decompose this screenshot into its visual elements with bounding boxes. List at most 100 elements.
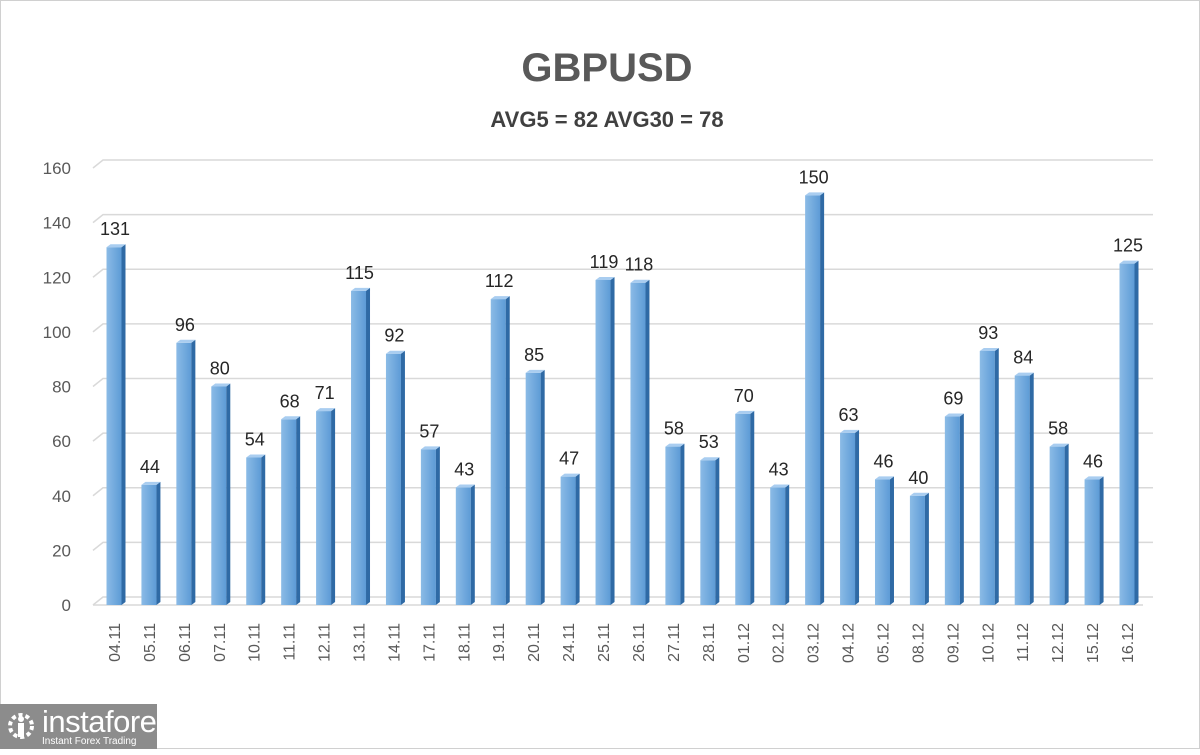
bar-top: [979, 347, 999, 351]
y-tick-label: 0: [62, 596, 71, 615]
x-tick-label: 15.12: [1085, 623, 1102, 663]
bar-top: [316, 408, 336, 412]
x-tick-label: 13.11: [352, 623, 369, 662]
bar-side: [435, 446, 440, 605]
bar: [281, 416, 301, 605]
bar: [351, 287, 371, 605]
bar: [770, 484, 790, 605]
bar-front: [909, 495, 925, 605]
x-tick-label: 01.12: [736, 623, 753, 663]
bar-front: [141, 484, 157, 605]
x-tick-label: 20.11: [526, 623, 543, 662]
bar-top: [490, 296, 510, 300]
x-tick-label: 12.11: [317, 623, 334, 662]
bar-top: [351, 287, 371, 291]
bar-front: [595, 279, 611, 605]
data-label: 40: [908, 468, 928, 488]
bar-front: [1084, 479, 1100, 605]
bar: [316, 408, 336, 605]
logo-tagline: Instant Forex Trading: [42, 736, 137, 747]
data-label: 47: [559, 449, 579, 469]
x-tick-label: 05.11: [142, 623, 159, 662]
bar-side: [156, 481, 161, 605]
bar-side: [121, 244, 126, 606]
bar-front: [490, 299, 506, 605]
bar-front: [979, 350, 995, 605]
bar-side: [575, 473, 580, 605]
bar-side: [680, 443, 685, 605]
gridline: [92, 377, 1153, 388]
data-label: 119: [590, 252, 619, 272]
data-label: 46: [873, 451, 893, 471]
y-tick-label: 20: [52, 541, 71, 560]
gridline: [92, 159, 1153, 169]
x-tick-label: 05.12: [875, 623, 892, 663]
data-label: 118: [625, 255, 654, 275]
bar: [630, 279, 650, 605]
bar-top: [525, 369, 545, 373]
bar-side: [959, 413, 964, 605]
bar-front: [665, 446, 681, 605]
x-tick-label: 10.11: [247, 623, 264, 662]
y-tick-label: 40: [52, 487, 71, 506]
y-tick-label: 100: [43, 323, 71, 342]
data-label: 68: [280, 391, 300, 411]
data-label: 53: [699, 432, 719, 452]
y-tick-label: 120: [43, 268, 71, 287]
bar-top: [595, 276, 615, 280]
bar-front: [805, 195, 821, 605]
bar-top: [176, 339, 196, 343]
bar: [455, 484, 475, 605]
gridline: [92, 596, 1153, 606]
data-label: 85: [524, 345, 544, 365]
data-label: 70: [734, 386, 754, 406]
bar: [176, 339, 196, 605]
bar: [106, 244, 126, 606]
bar-front: [840, 432, 856, 605]
bar-side: [820, 192, 825, 605]
x-tick-label: 02.12: [771, 623, 788, 663]
bar: [420, 446, 440, 605]
bar-front: [316, 411, 332, 605]
x-tick-label: 11.11: [282, 623, 299, 661]
bar-top: [211, 383, 231, 387]
bar-top: [770, 484, 790, 488]
chart-title: GBPUSD: [521, 46, 692, 90]
bar-front: [1119, 263, 1135, 605]
gridline: [92, 213, 1153, 224]
y-tick-label: 80: [52, 378, 71, 397]
data-label: 150: [799, 167, 829, 187]
data-label: 46: [1083, 451, 1103, 471]
bar-front: [176, 342, 192, 605]
bar-side: [470, 484, 475, 605]
bar: [735, 410, 755, 605]
bar-side: [855, 429, 860, 605]
x-tick-label: 12.12: [1050, 623, 1067, 663]
bar-side: [505, 296, 510, 605]
data-label: 43: [454, 460, 474, 480]
bar-side: [261, 454, 266, 605]
bar-top: [805, 192, 825, 196]
bar-top: [281, 416, 301, 420]
bar-top: [385, 350, 405, 354]
bar: [595, 276, 615, 605]
bar-front: [525, 372, 541, 605]
data-label: 131: [100, 219, 130, 239]
data-label: 58: [664, 419, 684, 439]
data-label: 92: [384, 326, 404, 346]
gear-logo-icon: [8, 713, 34, 739]
x-tick-label: 18.11: [456, 623, 473, 662]
bar-top: [1049, 443, 1069, 447]
y-tick-label: 140: [43, 214, 71, 233]
bar-side: [924, 492, 929, 605]
bar: [490, 296, 510, 605]
bar-top: [246, 454, 266, 458]
data-label: 69: [943, 389, 963, 409]
bar: [246, 454, 266, 605]
bar-front: [944, 416, 960, 605]
bar-front: [735, 413, 751, 605]
bar: [1084, 476, 1104, 605]
bar-top: [944, 413, 964, 417]
bar-side: [1134, 260, 1139, 605]
